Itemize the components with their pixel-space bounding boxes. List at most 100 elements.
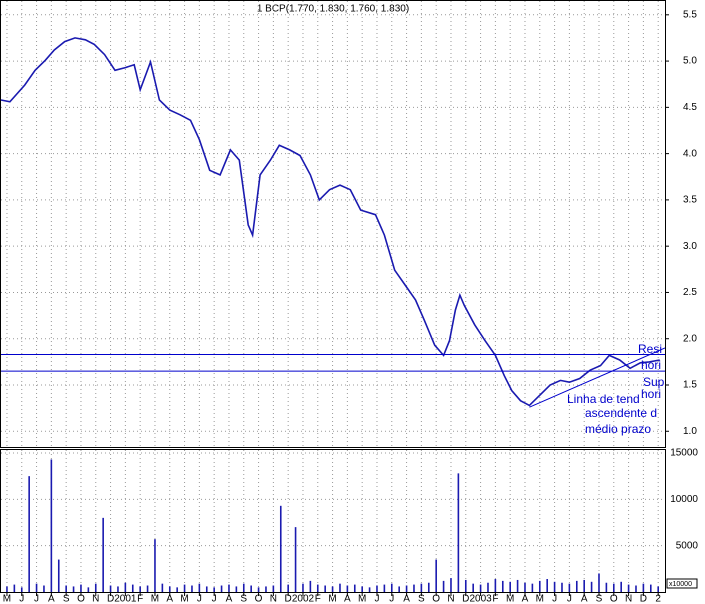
- volume-bar: [657, 586, 659, 592]
- volume-bar: [316, 584, 319, 592]
- y-tick-label: 4.5: [683, 102, 697, 113]
- x-tick-label: A: [581, 594, 588, 604]
- volume-bar: [383, 584, 386, 592]
- y-tick-label: 3.5: [683, 195, 697, 206]
- x-tick-label: A: [344, 594, 351, 604]
- volume-bar: [65, 585, 67, 592]
- volume-bar: [124, 582, 127, 592]
- volume-bar: [339, 583, 341, 592]
- volume-bar: [324, 585, 326, 592]
- volume-bar: [265, 586, 267, 592]
- annotation: Resi: [638, 342, 662, 356]
- volume-bar: [131, 584, 134, 592]
- x-tick-label: 2: [655, 594, 661, 604]
- x-tick-label: M: [506, 594, 514, 604]
- x-tick-label: N: [92, 594, 99, 604]
- volume-bar: [368, 587, 371, 592]
- price-line: [0, 37, 660, 407]
- volume-bar: [57, 559, 60, 592]
- axis-note: x10000: [669, 581, 692, 588]
- volume-bar: [353, 584, 356, 592]
- volume-bar: [464, 579, 467, 592]
- x-tick-label: A: [48, 594, 55, 604]
- volume-bar: [250, 585, 252, 592]
- price-frame: [0, 0, 666, 448]
- volume-bar: [154, 539, 156, 592]
- volume-bar: [427, 582, 430, 592]
- volume-bar: [139, 586, 141, 592]
- volume-bar: [531, 583, 534, 592]
- volume-bar: [546, 579, 548, 592]
- volume-bar: [294, 527, 297, 592]
- x-tick-label: F: [492, 594, 498, 604]
- volume-bar: [176, 587, 178, 592]
- x-tick-label: J: [19, 594, 24, 604]
- x-tick-label: S: [240, 594, 247, 604]
- x-tick-label: 2002: [292, 594, 315, 604]
- annotation: ascendente d: [585, 406, 657, 420]
- y-tick-label: 1.5: [683, 380, 697, 391]
- volume-bar: [213, 587, 215, 592]
- volume-bar: [109, 585, 112, 592]
- volume-bar: [302, 583, 304, 592]
- y-tick-label: 5.0: [683, 56, 697, 67]
- x-tick-label: J: [552, 594, 557, 604]
- volume-bar: [605, 582, 608, 592]
- volume-bar: [331, 586, 334, 592]
- volume-bar: [6, 586, 8, 592]
- x-tick-label: O: [610, 594, 618, 604]
- x-tick-label: J: [567, 594, 572, 604]
- volume-bar: [13, 584, 16, 592]
- volume-bar: [457, 473, 460, 592]
- x-tick-label: S: [418, 594, 425, 604]
- volume-bar: [20, 587, 23, 592]
- volume-bar: [287, 584, 289, 592]
- axis-note-box: [666, 578, 698, 589]
- x-tick-label: M: [358, 594, 366, 604]
- volume-bar: [494, 579, 497, 592]
- y-tick-label: 4.0: [683, 148, 697, 159]
- x-tick-label: O: [255, 594, 263, 604]
- volume-bar: [35, 583, 38, 592]
- volume-bar: [561, 582, 563, 592]
- y-tick-label: 15000: [670, 448, 698, 459]
- volume-bar: [642, 583, 645, 592]
- volume-bar: [568, 583, 571, 592]
- volume-bar: [553, 581, 556, 592]
- volume-bar: [376, 585, 378, 592]
- volume-bar: [28, 476, 30, 592]
- volume-bar: [43, 585, 45, 592]
- annotation: hori: [641, 387, 661, 401]
- trend-line: [529, 347, 666, 408]
- x-tick-label: D: [640, 594, 647, 604]
- volume-bar: [309, 580, 312, 592]
- volume-bar: [442, 580, 445, 592]
- volume-bar: [509, 581, 511, 592]
- volume-bar: [117, 586, 119, 592]
- volume-bar: [590, 581, 593, 592]
- volume-bar: [420, 583, 423, 592]
- volume-bar: [501, 580, 504, 592]
- x-tick-label: N: [447, 594, 454, 604]
- volume-bar: [612, 583, 615, 592]
- annotation: Sup: [643, 375, 665, 389]
- volume-bar: [72, 586, 75, 592]
- x-tick-label: M: [180, 594, 188, 604]
- volume-bar: [598, 573, 600, 592]
- volume-bar: [220, 585, 223, 592]
- volume-bar: [524, 582, 526, 592]
- y-tick-label: 5000: [676, 540, 699, 551]
- y-tick-label: 1.0: [683, 426, 697, 437]
- annotation: Linha de tend: [567, 392, 640, 406]
- volume-bar: [146, 585, 149, 592]
- x-tick-label: J: [389, 594, 394, 604]
- x-tick-label: M: [536, 594, 544, 604]
- volume-bar: [516, 579, 519, 592]
- y-tick-label: 2.0: [683, 333, 697, 344]
- volume-bar: [649, 584, 652, 592]
- x-tick-label: S: [63, 594, 70, 604]
- volume-bar: [272, 585, 275, 592]
- volume-bar: [361, 586, 363, 592]
